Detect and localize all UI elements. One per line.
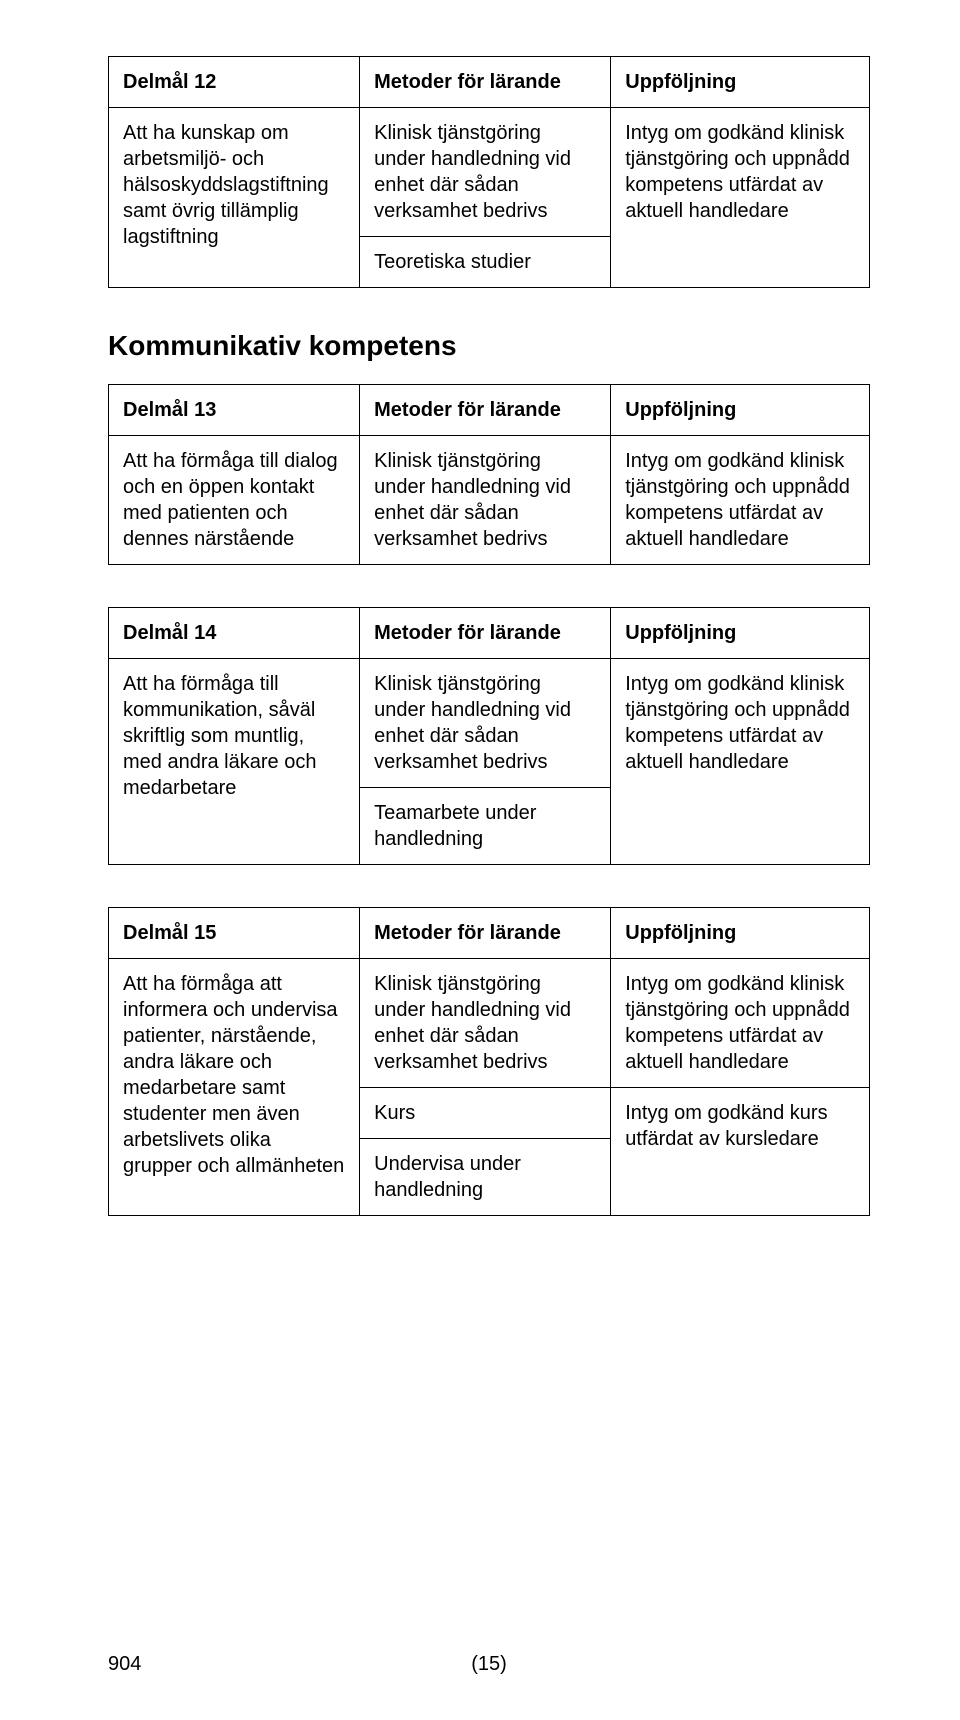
col-header-metoder: Metoder för lärande	[360, 608, 611, 659]
cell-followup: Intyg om godkänd klinisk tjänstgöring oc…	[611, 436, 870, 565]
section-heading: Kommunikativ kompetens	[108, 330, 870, 362]
table-delmal-12: Delmål 12 Metoder för lärande Uppföljnin…	[108, 56, 870, 288]
page-footer: 904 (15)	[108, 1653, 870, 1676]
cell-method: Klinisk tjänstgöring under handledning v…	[360, 659, 611, 788]
cell-goal: Att ha förmåga att informera och undervi…	[109, 959, 360, 1216]
cell-goal: Att ha förmåga till dialog och en öppen …	[109, 436, 360, 565]
cell-method: Klinisk tjänstgöring under handledning v…	[360, 959, 611, 1088]
col-header-uppfoljning: Uppföljning	[611, 908, 870, 959]
page-extra: (15)	[471, 1653, 507, 1676]
col-header-uppfoljning: Uppföljning	[611, 57, 870, 108]
cell-method: Undervisa under handledning	[360, 1139, 611, 1216]
col-header-uppfoljning: Uppföljning	[611, 385, 870, 436]
cell-goal: Att ha kunskap om arbetsmiljö- och hälso…	[109, 108, 360, 288]
cell-method: Klinisk tjänstgöring under handledning v…	[360, 108, 611, 237]
cell-followup: Intyg om godkänd klinisk tjänstgöring oc…	[611, 659, 870, 865]
col-header-delmal: Delmål 12	[109, 57, 360, 108]
table-row: Att ha kunskap om arbetsmiljö- och hälso…	[109, 108, 870, 237]
col-header-delmal: Delmål 14	[109, 608, 360, 659]
col-header-metoder: Metoder för lärande	[360, 385, 611, 436]
cell-method: Klinisk tjänstgöring under handledning v…	[360, 436, 611, 565]
cell-method: Kurs	[360, 1088, 611, 1139]
col-header-delmal: Delmål 13	[109, 385, 360, 436]
table-delmal-15: Delmål 15 Metoder för lärande Uppföljnin…	[108, 907, 870, 1216]
col-header-delmal: Delmål 15	[109, 908, 360, 959]
cell-method: Teoretiska studier	[360, 237, 611, 288]
cell-followup: Intyg om godkänd klinisk tjänstgöring oc…	[611, 959, 870, 1088]
cell-method: Teamarbete under handledning	[360, 788, 611, 865]
col-header-uppfoljning: Uppföljning	[611, 608, 870, 659]
table-row: Att ha förmåga till kommunikation, såväl…	[109, 659, 870, 788]
col-header-metoder: Metoder för lärande	[360, 908, 611, 959]
cell-followup: Intyg om godkänd kurs utfärdat av kursle…	[611, 1088, 870, 1216]
table-header-row: Delmål 13 Metoder för lärande Uppföljnin…	[109, 385, 870, 436]
document-page: Delmål 12 Metoder för lärande Uppföljnin…	[0, 0, 960, 1720]
col-header-metoder: Metoder för lärande	[360, 57, 611, 108]
table-delmal-14: Delmål 14 Metoder för lärande Uppföljnin…	[108, 607, 870, 865]
cell-goal: Att ha förmåga till kommunikation, såväl…	[109, 659, 360, 865]
table-header-row: Delmål 14 Metoder för lärande Uppföljnin…	[109, 608, 870, 659]
cell-followup: Intyg om godkänd klinisk tjänstgöring oc…	[611, 108, 870, 288]
table-header-row: Delmål 12 Metoder för lärande Uppföljnin…	[109, 57, 870, 108]
table-delmal-13: Delmål 13 Metoder för lärande Uppföljnin…	[108, 384, 870, 565]
table-row: Att ha förmåga till dialog och en öppen …	[109, 436, 870, 565]
table-row: Att ha förmåga att informera och undervi…	[109, 959, 870, 1088]
table-header-row: Delmål 15 Metoder för lärande Uppföljnin…	[109, 908, 870, 959]
page-number: 904	[108, 1653, 141, 1676]
